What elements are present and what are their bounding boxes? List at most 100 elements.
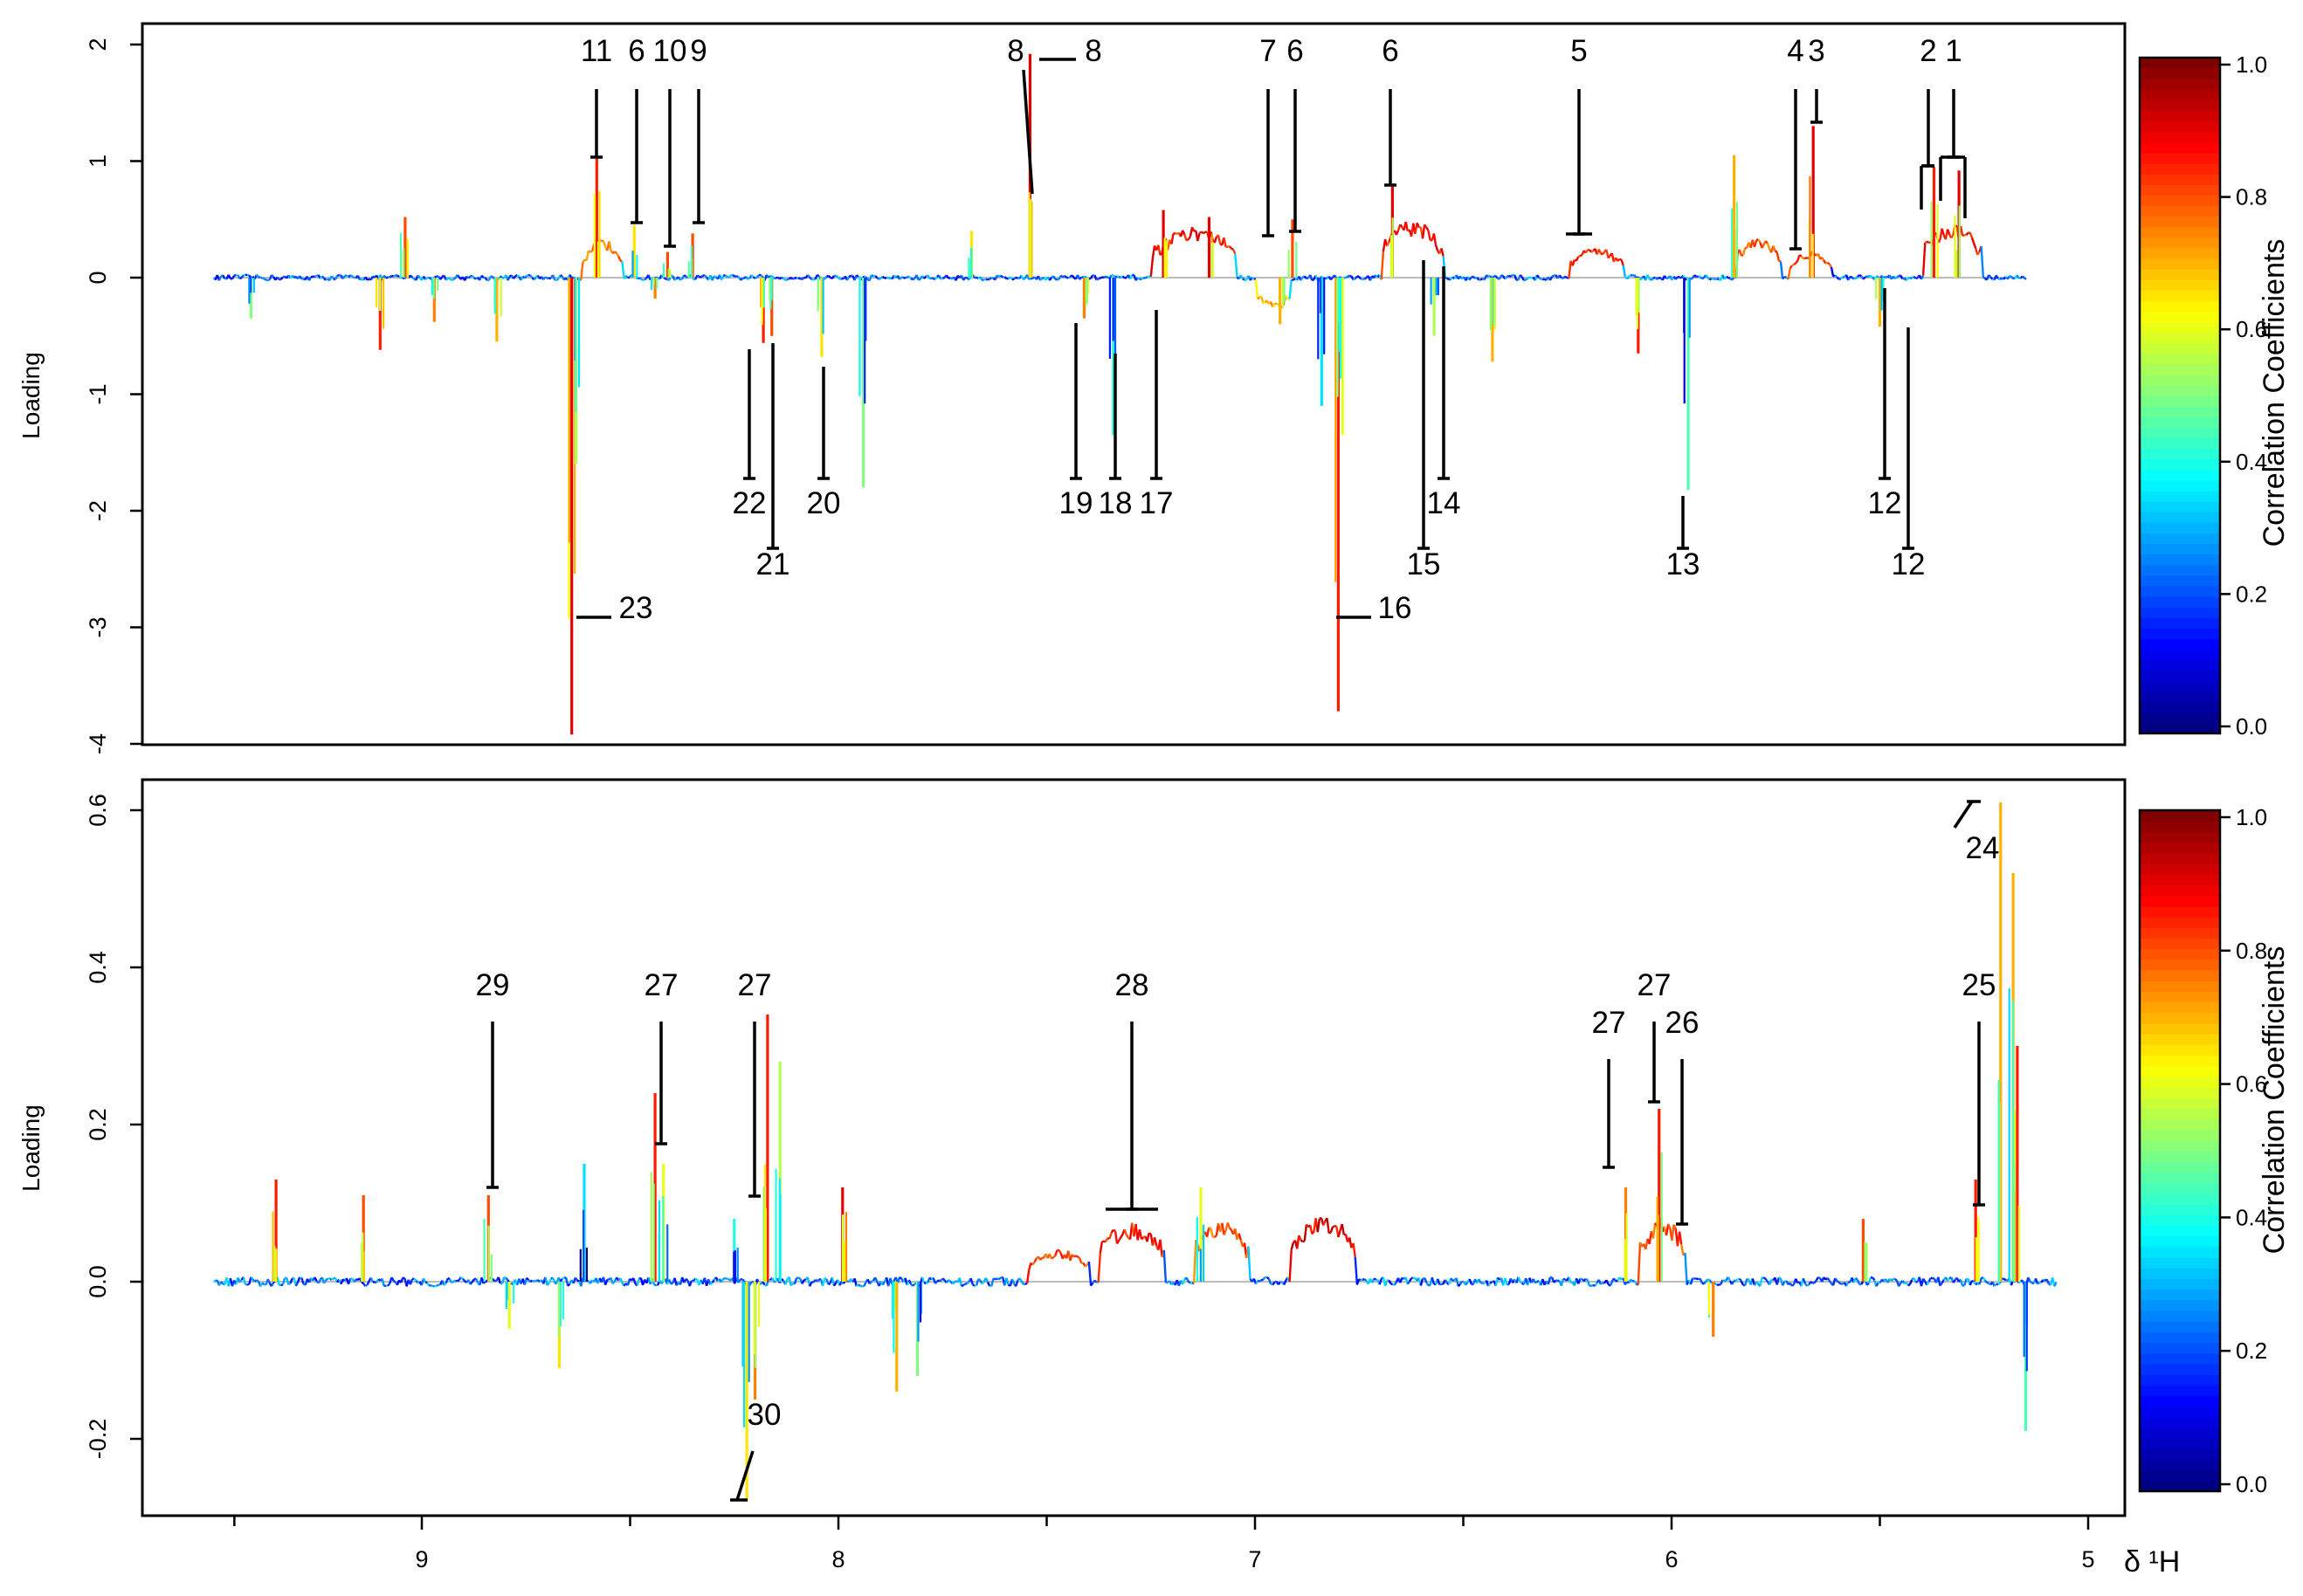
trace-segment: [1798, 254, 1803, 258]
trace-segment: [1766, 243, 1771, 250]
ytick-label-5: -3: [85, 616, 111, 637]
trace-segment: [1148, 1232, 1152, 1235]
trace-segment: [1602, 251, 1606, 255]
trace-segment: [801, 1279, 805, 1284]
colorbar-swatch: [2140, 1203, 2220, 1215]
trace-segment: [459, 1276, 464, 1280]
trace-segment: [640, 278, 644, 281]
trace-segment: [1535, 274, 1541, 279]
trace-segment: [1003, 276, 1008, 279]
trace-segment: [1159, 1239, 1163, 1257]
trace-segment: [619, 1277, 624, 1283]
colorbar-swatch: [2140, 1289, 2220, 1301]
colorbar-swatch: [2140, 1172, 2220, 1184]
trace-segment: [1982, 276, 1986, 279]
colorbar-swatch: [2140, 863, 2220, 875]
trace-segment: [1065, 276, 1069, 279]
trace-segment: [809, 276, 813, 280]
trace-segment: [949, 1280, 954, 1284]
ytick-label-0: 2: [85, 38, 111, 51]
colorbar-swatch: [2140, 184, 2220, 196]
trace-segment: [389, 275, 393, 279]
trace-segment: [480, 274, 485, 279]
bottom-annotations: 29 27 27 28 27 27 26 25 24 30: [476, 800, 1999, 1502]
trace-segment: [1468, 276, 1472, 281]
colorbar-swatch: [2140, 512, 2220, 523]
trace-segment: [1772, 245, 1776, 251]
trace-segment: [728, 1278, 732, 1282]
trace-segment: [1231, 247, 1234, 251]
colorbar-tick-label: 0.6: [2236, 1071, 2267, 1097]
trace-segment: [1783, 275, 1787, 279]
trace-segment: [1227, 244, 1231, 248]
trace-segment: [1262, 1276, 1266, 1281]
trace-segment: [1562, 1277, 1566, 1281]
trace-segment: [616, 252, 620, 257]
trace-segment: [1663, 275, 1667, 279]
trace-segment: [1423, 1277, 1428, 1283]
trace-segment: [863, 1281, 867, 1287]
trace-segment: [1753, 239, 1758, 248]
trace-segment: [564, 1276, 569, 1287]
trace-segment: [393, 274, 396, 278]
trace-segment: [1162, 1249, 1168, 1283]
trace-segment: [1894, 276, 1898, 280]
trace-segment: [1993, 1283, 1997, 1287]
xtick-label-4: 5: [2081, 1546, 2094, 1572]
trace-segment: [1009, 276, 1013, 280]
trace-segment: [1217, 234, 1222, 245]
colorbar-swatch: [2140, 1278, 2220, 1290]
trace-segment: [1519, 1280, 1523, 1284]
trace-segment: [1247, 1246, 1251, 1279]
trace-segment: [2017, 1280, 2022, 1284]
trace-segment: [265, 279, 268, 282]
trace-segment: [1908, 1279, 1913, 1285]
colorbar-swatch: [2140, 638, 2220, 650]
trace-segment: [497, 1276, 502, 1284]
trace-segment: [1678, 1231, 1683, 1245]
trace-segment: [503, 1276, 507, 1279]
trace-segment: [1911, 275, 1915, 279]
trace-segment: [330, 1277, 334, 1281]
trace-segment: [1585, 1277, 1589, 1282]
trace-segment: [1358, 276, 1362, 280]
trace-segment: [1851, 276, 1855, 280]
trace-segment: [403, 1276, 405, 1280]
trace-segment: [252, 1278, 256, 1283]
trace-segment: [1326, 1217, 1330, 1234]
trace-segment: [810, 278, 814, 281]
trace-segment: [485, 1279, 488, 1283]
colorbar-swatch: [2140, 533, 2220, 545]
trace-segment: [855, 274, 859, 278]
peak-label-9: 9: [690, 34, 707, 68]
trace-segment: [1738, 249, 1743, 257]
trace-segment: [1258, 1279, 1263, 1283]
trace-segment: [974, 276, 977, 279]
trace-segment: [923, 275, 927, 279]
trace-segment: [1077, 1255, 1080, 1259]
trace-segment: [1015, 1280, 1019, 1287]
trace-segment: [809, 1282, 813, 1287]
trace-segment: [1508, 274, 1512, 278]
trace-segment: [832, 1282, 838, 1287]
bottom-plot-frame: [141, 778, 2127, 1517]
trace-segment: [1519, 274, 1523, 279]
trace-segment: [529, 274, 534, 279]
trace-segment: [1978, 1277, 1982, 1285]
trace-segment: [874, 275, 879, 279]
trace-segment: [465, 275, 470, 279]
trace-segment: [1862, 276, 1866, 280]
trace-segment: [1213, 1235, 1217, 1238]
trace-segment: [677, 276, 682, 281]
trace-segment: [1520, 276, 1525, 281]
trace-segment: [1679, 276, 1682, 279]
trace-segment: [1959, 225, 1964, 237]
trace-segment: [411, 1277, 415, 1281]
colorbar-swatch: [2140, 205, 2220, 217]
colorbar-swatch: [2140, 1416, 2220, 1428]
colorbar-frame: [2138, 808, 2222, 1493]
trace-segment: [256, 1279, 259, 1283]
colorbar-tick-label: 0.4: [2236, 449, 2267, 475]
trace-segment: [1590, 250, 1595, 253]
trace-segment: [928, 1276, 933, 1281]
